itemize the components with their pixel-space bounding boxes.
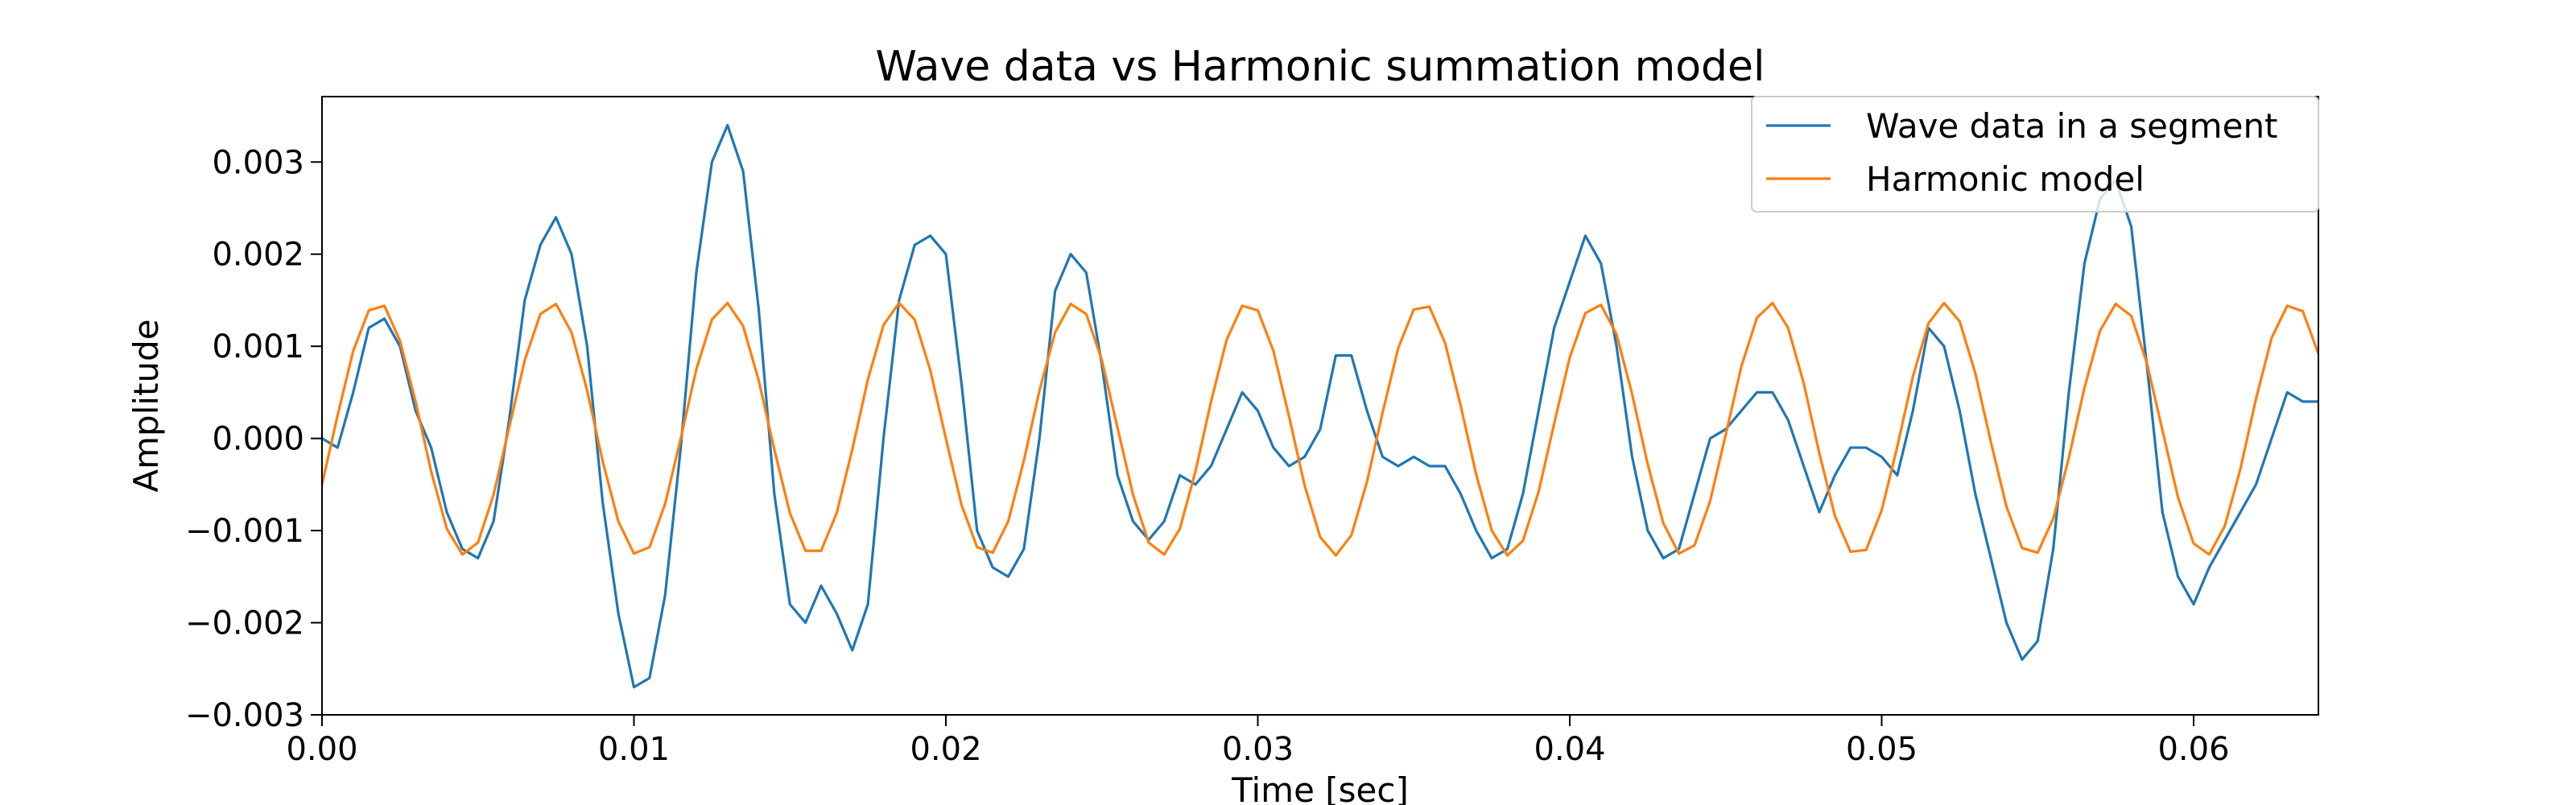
legend-label: Harmonic model (1866, 159, 2145, 199)
x-tick-label: 0.06 (2157, 731, 2229, 768)
x-tick-label: 0.01 (598, 731, 670, 768)
x-axis-label: Time [sec] (1231, 770, 1409, 805)
series-line (322, 301, 2318, 557)
y-tick-label: 0.001 (212, 328, 304, 365)
legend-box (1751, 96, 2319, 213)
x-tick-label: 0.04 (1534, 731, 1605, 768)
y-tick-label: −0.002 (185, 605, 304, 642)
x-tick-label: 0.02 (910, 731, 981, 768)
x-tick-label: 0.00 (286, 731, 357, 768)
plot-frame (321, 96, 2319, 716)
x-tick-label: 0.03 (1222, 731, 1294, 768)
y-tick-label: −0.003 (185, 697, 304, 734)
y-tick-label: −0.001 (185, 513, 304, 550)
x-tick-label: 0.05 (1846, 731, 1918, 768)
plot-area: 0.00 0.01 0.02 0.03 0.04 0.05 0.06 −0.003 −0.002… (185, 96, 2319, 768)
legend-label: Wave data in a segment (1866, 106, 2278, 146)
series-line (322, 123, 2318, 689)
y-tick-label: 0.000 (212, 421, 304, 458)
y-tick-label: 0.002 (212, 237, 304, 274)
chart-title: Wave data vs Harmonic summation model (876, 43, 1765, 91)
y-axis-label: Amplitude (126, 319, 166, 492)
y-tick-label: 0.003 (212, 144, 304, 181)
